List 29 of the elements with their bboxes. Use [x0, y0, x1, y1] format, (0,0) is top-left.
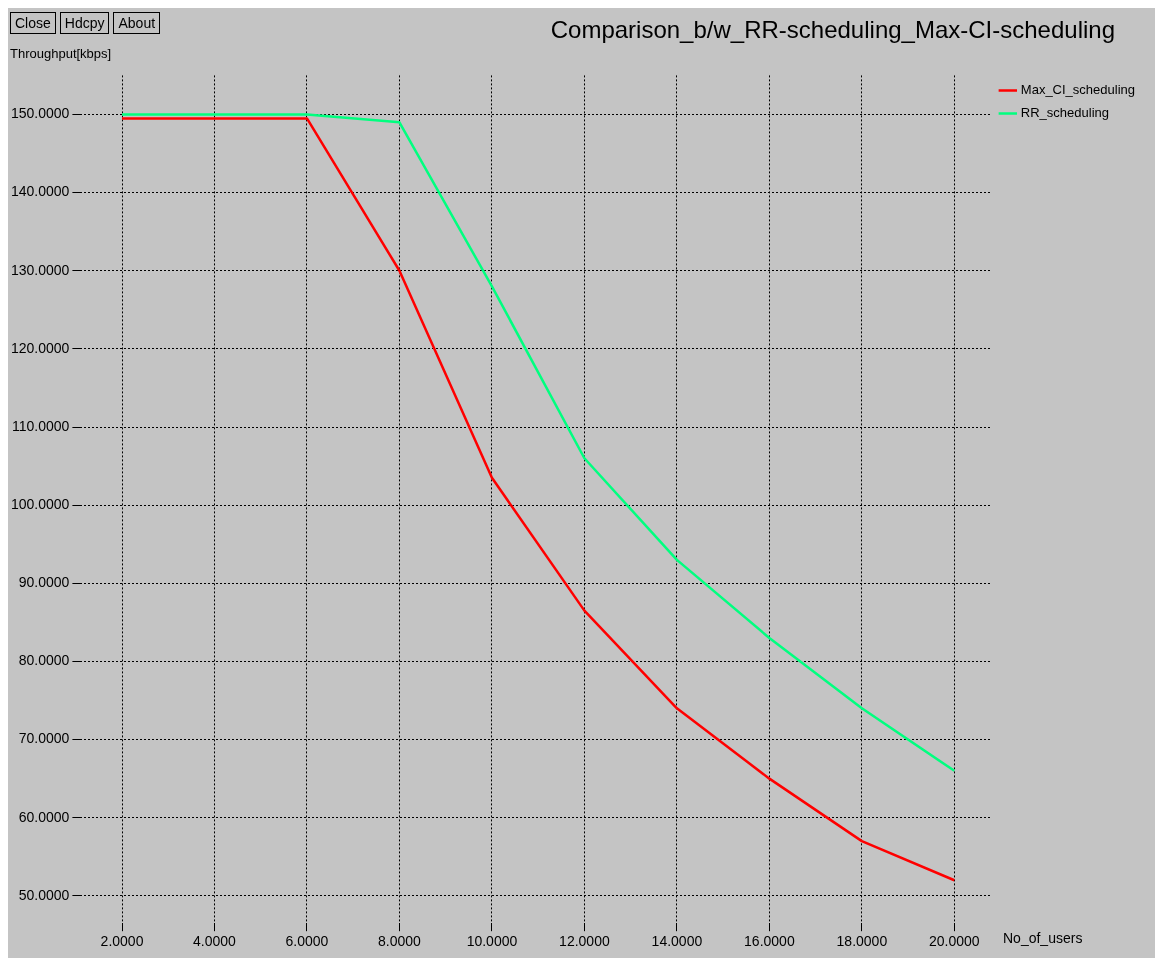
y-tick-label: 130.0000 — [10, 261, 70, 278]
chart-title: Comparison_b/w_RR-scheduling_Max-CI-scheduling — [550, 16, 1115, 44]
y-tick-label: 120.0000 — [10, 339, 70, 356]
y-axis-title: Throughput[kbps] — [10, 46, 112, 61]
y-tick-label: 70.0000 — [18, 730, 70, 747]
button: Hdcpy — [59, 12, 110, 34]
y-tick-label: 80.0000 — [18, 652, 70, 669]
x-tick-label: 2.0000 — [100, 933, 144, 950]
y-tick-label: 50.0000 — [18, 886, 70, 903]
x-tick-label: 20.0000 — [929, 933, 980, 950]
y-tick-label: 150.0000 — [10, 105, 70, 122]
y-tick-label: 140.0000 — [10, 183, 70, 200]
x-axis-title: No_of_users — [1003, 930, 1083, 946]
button: Close — [10, 12, 56, 34]
x-tick-label: 12.0000 — [559, 933, 610, 950]
x-tick-label: 4.0000 — [193, 933, 237, 950]
y-tick-label: 90.0000 — [18, 574, 70, 591]
y-tick-label: 100.0000 — [10, 496, 70, 513]
y-tick-label: 110.0000 — [12, 417, 70, 434]
x-tick-label: 6.0000 — [285, 933, 329, 950]
x-tick-label: 10.0000 — [466, 933, 518, 950]
y-tick-label: 60.0000 — [18, 808, 70, 825]
x-tick-label: 16.0000 — [744, 933, 795, 950]
x-tick-label: 8.0000 — [378, 933, 422, 950]
x-tick-label: 14.0000 — [651, 933, 703, 950]
legend-label: Max_CI_scheduling — [1020, 82, 1136, 98]
button: About — [113, 12, 161, 34]
x-tick-label: 18.0000 — [836, 933, 888, 950]
legend-label: RR_scheduling — [1020, 105, 1109, 121]
